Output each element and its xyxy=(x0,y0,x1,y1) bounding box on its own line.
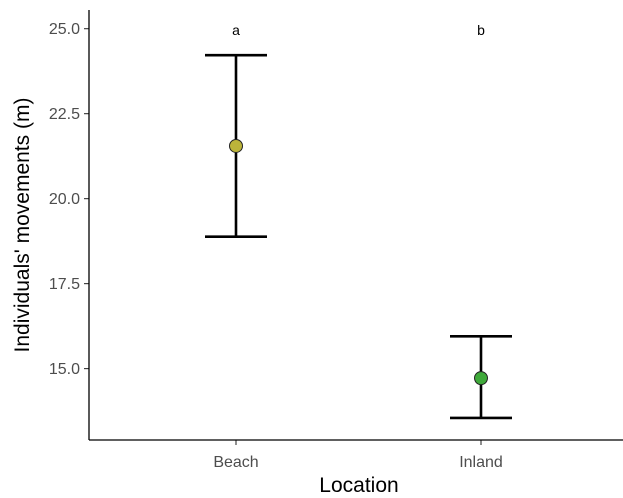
y-tick-label: 20.0 xyxy=(49,191,80,208)
y-axis-title: Individuals' movements (m) xyxy=(11,98,34,353)
y-tick-label: 15.0 xyxy=(49,361,80,378)
x-axis-title: Location xyxy=(319,474,398,497)
y-tick-label: 17.5 xyxy=(49,276,80,293)
y-tick-label: 25.0 xyxy=(49,21,80,38)
significance-label: b xyxy=(477,22,485,38)
mean-point xyxy=(474,371,488,386)
x-tick-label: Inland xyxy=(459,454,503,471)
x-axis-ticks: Beach Inland xyxy=(213,440,503,471)
y-tick-label: 22.5 xyxy=(49,106,80,123)
y-axis-ticks: 15.0 17.5 20.0 22.5 25.0 xyxy=(49,21,89,378)
mean-point xyxy=(229,138,243,153)
x-tick-label: Beach xyxy=(213,454,258,471)
significance-label: a xyxy=(232,22,240,38)
